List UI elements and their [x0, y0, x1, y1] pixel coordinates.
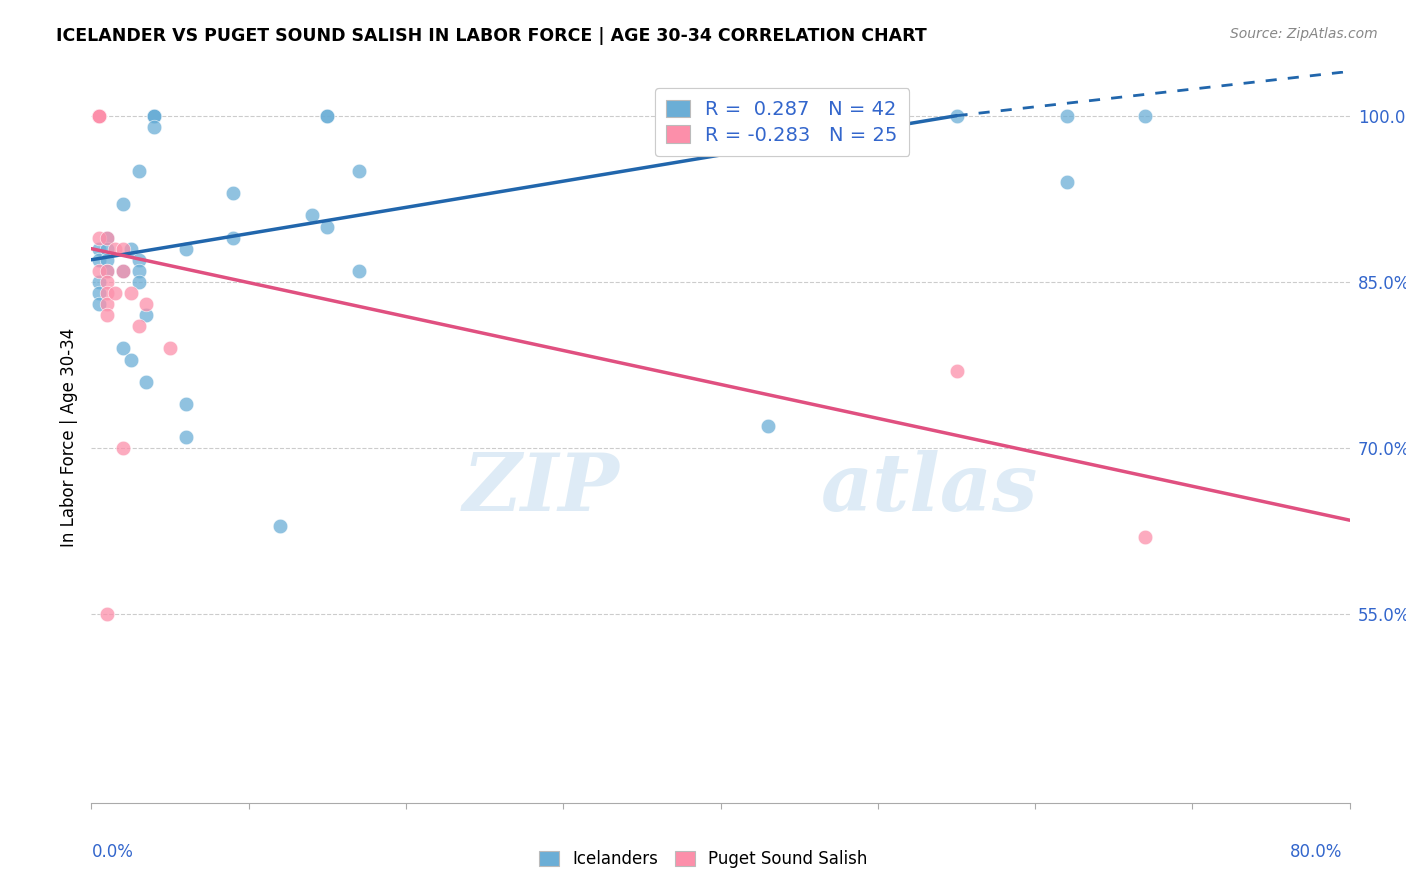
Point: [316, 109, 339, 123]
Point: [96, 264, 118, 278]
Point: [143, 109, 166, 123]
Point: [96, 242, 118, 256]
Point: [96, 308, 118, 322]
Text: 0.0%: 0.0%: [91, 843, 134, 861]
Point: [159, 342, 181, 356]
Point: [143, 109, 166, 123]
Point: [135, 375, 157, 389]
Point: [89, 297, 111, 311]
Point: [135, 308, 157, 322]
Text: Source: ZipAtlas.com: Source: ZipAtlas.com: [1230, 27, 1378, 41]
Point: [89, 275, 111, 289]
Point: [104, 285, 127, 300]
Point: [316, 219, 339, 234]
Point: [222, 186, 245, 201]
Point: [89, 109, 111, 123]
Point: [120, 285, 142, 300]
Point: [143, 109, 166, 123]
Legend: Icelanders, Puget Sound Salish: Icelanders, Puget Sound Salish: [531, 844, 875, 875]
Point: [269, 518, 291, 533]
Point: [222, 230, 245, 244]
Text: atlas: atlas: [821, 450, 1039, 527]
Point: [128, 252, 150, 267]
Legend: R =  0.287   N = 42, R = -0.283   N = 25: R = 0.287 N = 42, R = -0.283 N = 25: [655, 88, 910, 156]
Text: ICELANDER VS PUGET SOUND SALISH IN LABOR FORCE | AGE 30-34 CORRELATION CHART: ICELANDER VS PUGET SOUND SALISH IN LABOR…: [56, 27, 927, 45]
Point: [1056, 109, 1078, 123]
Point: [111, 264, 134, 278]
Point: [128, 319, 150, 334]
Point: [111, 242, 134, 256]
Point: [945, 363, 967, 377]
Point: [96, 275, 118, 289]
Point: [111, 264, 134, 278]
Point: [89, 109, 111, 123]
Point: [128, 264, 150, 278]
Point: [96, 230, 118, 244]
Point: [96, 285, 118, 300]
Point: [120, 352, 142, 367]
Point: [111, 342, 134, 356]
Point: [143, 109, 166, 123]
Point: [756, 419, 779, 434]
Point: [120, 242, 142, 256]
Point: [89, 109, 111, 123]
Point: [96, 230, 118, 244]
Point: [89, 252, 111, 267]
Point: [128, 275, 150, 289]
Point: [945, 109, 967, 123]
Point: [1135, 530, 1157, 544]
Point: [89, 109, 111, 123]
Point: [1056, 175, 1078, 189]
Point: [347, 164, 370, 178]
Point: [89, 230, 111, 244]
Point: [316, 109, 339, 123]
Point: [128, 164, 150, 178]
Point: [104, 242, 127, 256]
Point: [301, 209, 323, 223]
Point: [347, 264, 370, 278]
Point: [135, 297, 157, 311]
Point: [89, 285, 111, 300]
Point: [89, 264, 111, 278]
Point: [96, 297, 118, 311]
Point: [174, 430, 197, 444]
Point: [111, 441, 134, 455]
Point: [174, 242, 197, 256]
Text: ZIP: ZIP: [463, 450, 620, 527]
Point: [174, 397, 197, 411]
Point: [96, 264, 118, 278]
Point: [89, 109, 111, 123]
Point: [89, 242, 111, 256]
Text: 80.0%: 80.0%: [1291, 843, 1343, 861]
Point: [96, 252, 118, 267]
Y-axis label: In Labor Force | Age 30-34: In Labor Force | Age 30-34: [59, 327, 77, 547]
Point: [143, 120, 166, 134]
Point: [111, 197, 134, 211]
Point: [1135, 109, 1157, 123]
Point: [96, 607, 118, 622]
